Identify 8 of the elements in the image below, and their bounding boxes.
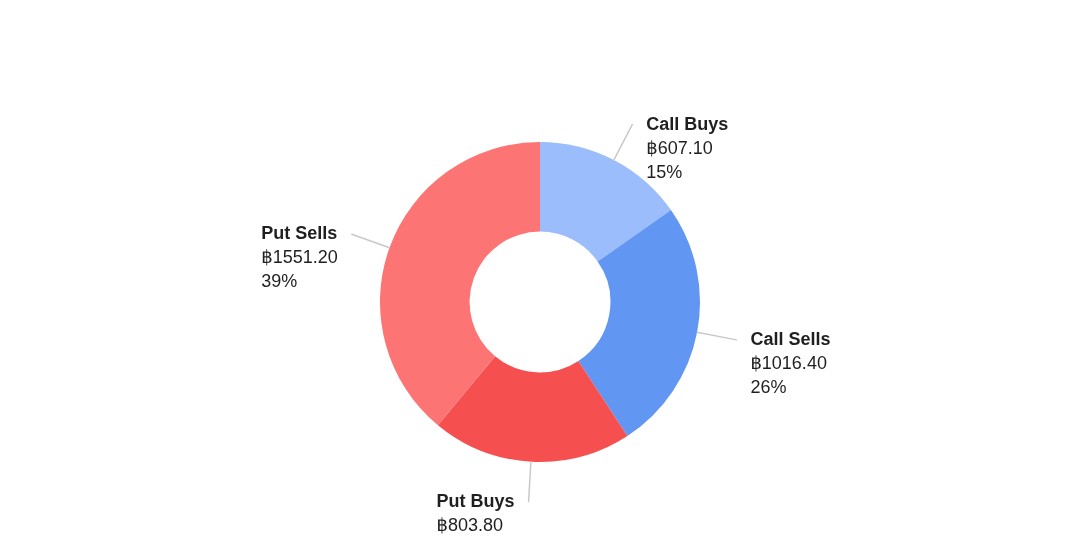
slice-label: Call Buys <box>646 113 729 134</box>
data-label: ฿1551.20 39% <box>261 247 338 292</box>
slice-label: Put Buys <box>436 490 515 511</box>
slice-label: Put Sells <box>261 223 338 244</box>
data-label: ฿1016.40 26% <box>750 352 827 397</box>
data-label: ฿803.80 <box>436 514 504 535</box>
slice-label: Call Sells <box>750 328 831 349</box>
data-label: ฿607.10 15% <box>646 137 713 182</box>
